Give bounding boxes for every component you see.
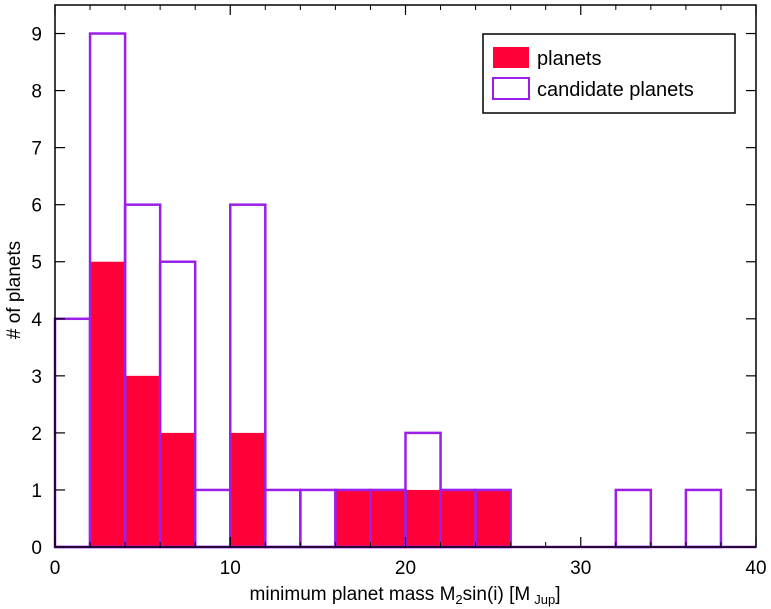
planets-bar xyxy=(370,489,406,547)
candidate-bar xyxy=(264,488,302,549)
tick-labels: 0 10 20 30 40 0 1 2 3 4 5 6 7 8 9 xyxy=(31,25,766,579)
y-tick-label: 5 xyxy=(31,253,42,274)
x-tick-label: 20 xyxy=(395,558,416,579)
candidate-bar xyxy=(193,488,232,549)
y-tick-label: 9 xyxy=(31,25,42,46)
y-tick-label: 3 xyxy=(31,367,42,388)
y-tick-label: 1 xyxy=(31,481,42,502)
planets-bars xyxy=(90,261,511,547)
x-tick-label: 10 xyxy=(220,558,241,579)
x-tick-label: 30 xyxy=(570,558,591,579)
planets-bar xyxy=(440,489,476,547)
x-tick-label: 40 xyxy=(745,558,766,579)
planets-bar xyxy=(125,375,161,547)
y-tick-label: 8 xyxy=(31,82,42,103)
y-tick-label: 7 xyxy=(31,139,42,160)
planets-bar xyxy=(160,432,196,547)
legend-label-planets: planets xyxy=(537,48,602,70)
y-tick-label: 0 xyxy=(31,538,42,559)
planets-bar xyxy=(475,489,511,547)
legend: planets candidate planets xyxy=(482,33,736,114)
planets-bar xyxy=(90,261,126,547)
y-tick-label: 2 xyxy=(31,424,42,445)
x-axis-label: minimum planet mass M2sin(i) [M Jup] xyxy=(250,584,561,607)
candidate-bar xyxy=(299,488,337,549)
y-tick-label: 6 xyxy=(31,196,42,217)
legend-swatch-candidates xyxy=(492,77,530,100)
planets-bar xyxy=(335,489,371,547)
y-axis-label: # of planets xyxy=(4,241,25,339)
axis-ticks xyxy=(54,5,757,548)
planets-bar xyxy=(230,432,266,547)
legend-label-candidates: candidate planets xyxy=(537,79,694,101)
legend-swatch-planets xyxy=(493,47,529,68)
x-tick-label: 0 xyxy=(50,558,61,579)
planets-bar xyxy=(405,489,441,547)
candidate-bar xyxy=(684,488,723,549)
legend-box xyxy=(482,33,736,114)
y-tick-label: 4 xyxy=(31,310,42,331)
candidate-bar xyxy=(614,488,653,549)
